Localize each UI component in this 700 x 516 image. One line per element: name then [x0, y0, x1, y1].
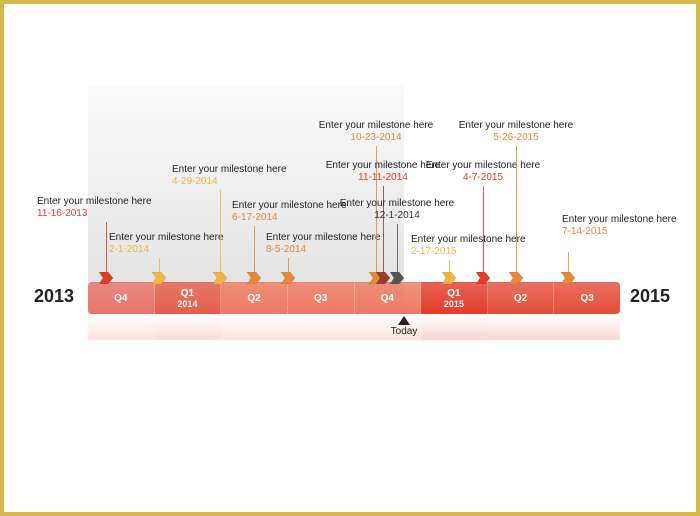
milestone-stem	[159, 258, 160, 272]
milestone-stem	[220, 190, 221, 272]
milestone-marker-icon	[281, 272, 295, 284]
quarter-segment: Q12015	[421, 282, 488, 314]
milestone-stem	[397, 224, 398, 272]
quarter-segment: Q4	[355, 282, 422, 314]
milestone-label: Enter your milestone here4-29-2014	[172, 164, 287, 188]
quarter-segment: Q12014	[155, 282, 222, 314]
timeline-bar: Q4Q12014Q2Q3Q4Q12015Q2Q3	[88, 282, 620, 314]
milestone-stem	[106, 222, 107, 272]
milestone-label: Enter your milestone here5-26-2015	[459, 120, 574, 144]
timeline-chart: 20132015Q4Q12014Q2Q3Q4Q12015Q2Q3TodayEnt…	[0, 0, 700, 516]
milestone-date: 6-17-2014	[232, 212, 347, 224]
milestone-date: 7-14-2015	[562, 226, 677, 238]
milestone-marker-icon	[442, 272, 456, 284]
segment-year: 2014	[177, 299, 197, 309]
milestone-marker-icon	[376, 272, 390, 284]
milestone-marker-icon	[213, 272, 227, 284]
milestone-label: Enter your milestone here12-1-2014	[340, 198, 455, 222]
milestone-marker-icon	[561, 272, 575, 284]
milestone-label: Enter your milestone here11-16-2013	[37, 196, 152, 220]
milestone-stem	[254, 226, 255, 272]
milestone-label: Enter your milestone here7-14-2015	[562, 214, 677, 238]
segment-label: Q2	[514, 293, 527, 304]
quarter-segment: Q3	[554, 282, 620, 314]
milestone-marker-icon	[247, 272, 261, 284]
milestone-date: 10-23-2014	[319, 132, 434, 144]
milestone-title: Enter your milestone here	[340, 198, 455, 210]
segment-year: 2015	[444, 299, 464, 309]
quarter-segment: Q2	[488, 282, 555, 314]
milestone-date: 11-16-2013	[37, 208, 152, 220]
segment-label: Q4	[381, 293, 394, 304]
reflection-seg	[554, 316, 621, 340]
milestone-label: Enter your milestone here6-17-2014	[232, 200, 347, 224]
quarter-segment: Q2	[221, 282, 288, 314]
milestone-date: 2-1-2014	[109, 244, 224, 256]
milestone-label: Enter your milestone here11-11-2014	[326, 160, 441, 184]
segment-label: Q1	[181, 288, 194, 299]
milestone-title: Enter your milestone here	[459, 120, 574, 132]
milestone-marker-icon	[509, 272, 523, 284]
milestone-marker-icon	[152, 272, 166, 284]
milestone-stem	[516, 146, 517, 272]
milestone-label: Enter your milestone here10-23-2014	[319, 120, 434, 144]
milestone-date: 8-5-2014	[266, 244, 381, 256]
milestone-label: Enter your milestone here2-17-2015	[411, 234, 526, 258]
timeline-reflection	[88, 316, 620, 340]
reflection-seg	[88, 316, 155, 340]
milestone-title: Enter your milestone here	[562, 214, 677, 226]
milestone-date: 2-17-2015	[411, 246, 526, 258]
milestone-stem	[483, 186, 484, 272]
milestone-stem	[568, 252, 569, 272]
milestone-title: Enter your milestone here	[232, 200, 347, 212]
quarter-segment: Q3	[288, 282, 355, 314]
quarter-segment: Q4	[88, 282, 155, 314]
reflection-seg	[155, 316, 222, 340]
segment-label: Q1	[447, 288, 460, 299]
reflection-seg	[288, 316, 355, 340]
milestone-stem	[288, 258, 289, 272]
milestone-title: Enter your milestone here	[266, 232, 381, 244]
start-year: 2013	[34, 286, 74, 307]
segment-label: Q3	[581, 293, 594, 304]
reflection-seg	[421, 316, 488, 340]
milestone-title: Enter your milestone here	[319, 120, 434, 132]
milestone-title: Enter your milestone here	[109, 232, 224, 244]
milestone-title: Enter your milestone here	[411, 234, 526, 246]
segment-label: Q3	[314, 293, 327, 304]
reflection-seg	[487, 316, 554, 340]
end-year: 2015	[630, 286, 670, 307]
reflection-seg	[221, 316, 288, 340]
milestone-title: Enter your milestone here	[326, 160, 441, 172]
segment-label: Q4	[114, 293, 127, 304]
milestone-label: Enter your milestone here2-1-2014	[109, 232, 224, 256]
milestone-marker-icon	[390, 272, 404, 284]
today-marker-icon	[398, 316, 410, 325]
milestone-date: 4-7-2015	[426, 172, 541, 184]
milestone-label: Enter your milestone here4-7-2015	[426, 160, 541, 184]
milestone-label: Enter your milestone here8-5-2014	[266, 232, 381, 256]
milestone-title: Enter your milestone here	[172, 164, 287, 176]
milestone-date: 12-1-2014	[340, 210, 455, 222]
milestone-marker-icon	[476, 272, 490, 284]
today-label: Today	[391, 326, 418, 337]
segment-label: Q2	[247, 293, 260, 304]
milestone-date: 5-26-2015	[459, 132, 574, 144]
milestone-marker-icon	[99, 272, 113, 284]
milestone-date: 11-11-2014	[326, 172, 441, 184]
milestone-stem	[449, 260, 450, 272]
milestone-title: Enter your milestone here	[37, 196, 152, 208]
milestone-date: 4-29-2014	[172, 176, 287, 188]
milestone-title: Enter your milestone here	[426, 160, 541, 172]
